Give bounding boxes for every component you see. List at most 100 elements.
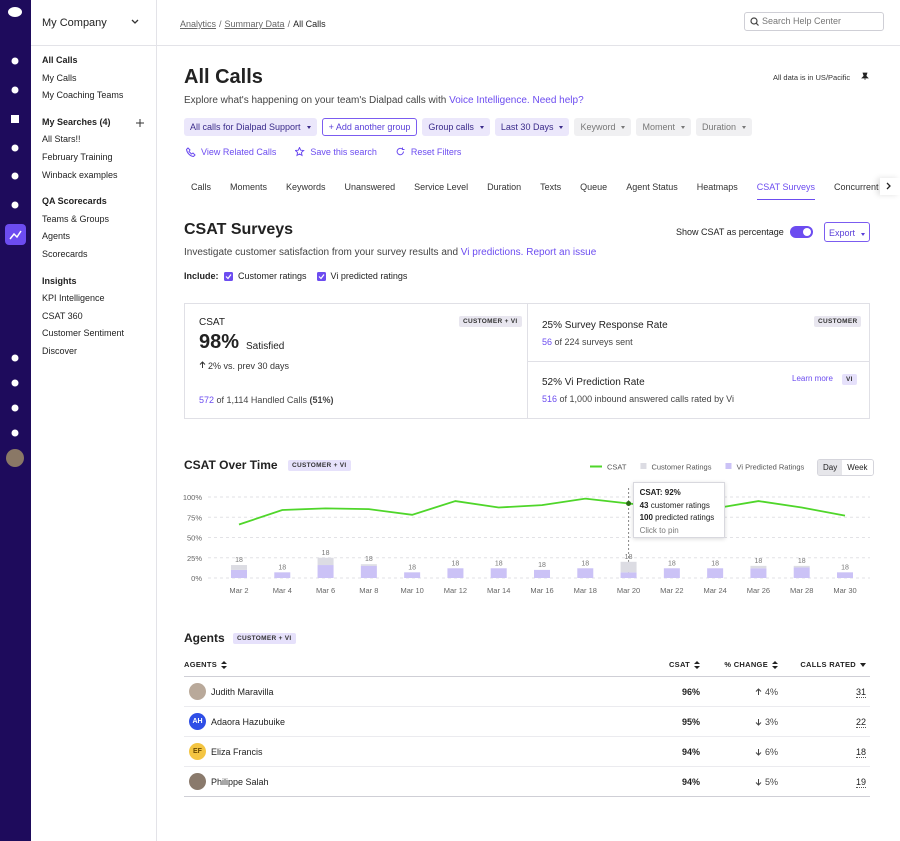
badge: CUSTOMER bbox=[814, 316, 861, 327]
checkbox[interactable]: Vi predicted ratings bbox=[317, 271, 408, 281]
toggle-option[interactable]: Week bbox=[842, 460, 872, 475]
table-row[interactable]: EFEliza Francis94%6%18 bbox=[184, 737, 870, 767]
agent-name[interactable]: Philippe Salah bbox=[211, 777, 269, 787]
tab[interactable]: Calls bbox=[191, 182, 211, 199]
filter-chip[interactable]: + Add another group bbox=[322, 118, 418, 136]
agent-name[interactable]: Eliza Francis bbox=[211, 747, 263, 757]
filter-label: Moment bbox=[642, 122, 675, 132]
report-link[interactable]: Report an issue bbox=[526, 247, 596, 258]
user-avatar[interactable] bbox=[6, 449, 24, 467]
up-arrow bbox=[199, 361, 206, 369]
column-header[interactable]: % CHANGE bbox=[724, 660, 778, 669]
action[interactable]: Reset Filters bbox=[396, 147, 462, 157]
agent-calls[interactable]: 18 bbox=[856, 747, 866, 758]
breadcrumb-item[interactable]: Summary Data bbox=[225, 19, 285, 29]
sort-icon[interactable] bbox=[860, 661, 866, 669]
icon[interactable] bbox=[12, 405, 19, 412]
bar-segment bbox=[664, 568, 680, 578]
agent-name[interactable]: Judith Maravilla bbox=[211, 687, 274, 697]
filter-chip[interactable]: Duration bbox=[696, 118, 752, 136]
icon[interactable] bbox=[12, 58, 19, 65]
y-tick-label: 100% bbox=[183, 493, 203, 502]
tooltip[interactable]: CSAT: 92% 43 customer ratings100 predict… bbox=[633, 482, 725, 538]
agent-calls[interactable]: 22 bbox=[856, 717, 866, 728]
company-chevron[interactable] bbox=[131, 19, 139, 25]
breadcrumb-item[interactable]: Analytics bbox=[180, 19, 216, 29]
vi-link[interactable]: Voice Intelligence. bbox=[449, 95, 530, 106]
nav-group-title[interactable]: My Searches (4) bbox=[42, 114, 152, 132]
tab[interactable]: Heatmaps bbox=[697, 182, 738, 199]
nav-item[interactable]: Agents bbox=[42, 228, 152, 246]
bar-segment bbox=[794, 567, 810, 578]
response-footer: 56 of 224 surveys sent bbox=[542, 337, 633, 347]
nav-group-title[interactable]: QA Scorecards bbox=[42, 193, 152, 211]
sort-icon[interactable] bbox=[772, 661, 778, 669]
export-button[interactable]: Export bbox=[824, 222, 870, 242]
tab[interactable]: Keywords bbox=[286, 182, 326, 199]
filter-chip[interactable]: Keyword bbox=[574, 118, 631, 136]
tab[interactable]: CSAT Surveys bbox=[757, 182, 815, 200]
help-link[interactable]: Need help? bbox=[532, 95, 583, 106]
icon[interactable] bbox=[12, 173, 19, 180]
column-header[interactable]: CALLS RATED bbox=[800, 660, 866, 669]
icon[interactable] bbox=[12, 202, 19, 209]
filter-chip[interactable]: All calls for Dialpad Support bbox=[184, 118, 317, 136]
nav-item[interactable]: Discover bbox=[42, 343, 152, 361]
nav-item[interactable]: Teams & Groups bbox=[42, 211, 152, 229]
nav-item[interactable]: All Stars!! bbox=[42, 131, 152, 149]
tab[interactable]: Service Level bbox=[414, 182, 468, 199]
count-link[interactable]: 56 bbox=[542, 337, 552, 347]
icon[interactable] bbox=[12, 380, 19, 387]
table-row[interactable]: Philippe Salah94%5%19 bbox=[184, 767, 870, 797]
agent-calls[interactable]: 31 bbox=[856, 687, 866, 698]
filter-chip[interactable]: Last 30 Days bbox=[495, 118, 570, 136]
tab[interactable]: Texts bbox=[540, 182, 561, 199]
action[interactable]: View Related Calls bbox=[186, 147, 276, 157]
count-text: of 1,114 Handled Calls bbox=[217, 395, 307, 405]
icon[interactable] bbox=[11, 115, 19, 123]
nav-item[interactable]: KPI Intelligence bbox=[42, 290, 152, 308]
tab[interactable]: Unanswered bbox=[345, 182, 396, 199]
checkbox[interactable]: Customer ratings bbox=[224, 271, 307, 281]
agent-calls[interactable]: 19 bbox=[856, 777, 866, 788]
count-link[interactable]: 572 bbox=[199, 395, 214, 405]
nav-group-title[interactable]: Insights bbox=[42, 273, 152, 291]
company-name[interactable]: My Company bbox=[42, 17, 107, 29]
nav-item[interactable]: February Training bbox=[42, 149, 152, 167]
icon[interactable] bbox=[12, 145, 19, 152]
toggle-option[interactable]: Day bbox=[818, 460, 842, 475]
logo[interactable] bbox=[8, 7, 22, 17]
pin-icon[interactable] bbox=[861, 72, 869, 80]
count-link[interactable]: 516 bbox=[542, 394, 557, 404]
nav-item[interactable]: CSAT 360 bbox=[42, 308, 152, 326]
filter-chip[interactable]: Group calls bbox=[422, 118, 490, 136]
filter-chip[interactable]: Moment bbox=[636, 118, 691, 136]
column-header[interactable]: CSAT bbox=[669, 660, 700, 669]
action-icon bbox=[295, 147, 305, 157]
icon[interactable] bbox=[12, 430, 19, 437]
sort-icon[interactable] bbox=[221, 661, 227, 669]
add-icon[interactable] bbox=[136, 119, 144, 127]
vi-link[interactable]: Vi predictions. bbox=[461, 247, 524, 258]
tab[interactable]: Duration bbox=[487, 182, 521, 199]
nav-item[interactable]: Scorecards bbox=[42, 246, 152, 264]
nav-item[interactable]: Winback examples bbox=[42, 167, 152, 185]
nav-item[interactable]: My Calls bbox=[42, 70, 152, 88]
table-row[interactable]: Judith Maravilla96%4%31 bbox=[184, 677, 870, 707]
nav-item[interactable]: All Calls bbox=[42, 52, 152, 70]
column-header[interactable]: AGENTS bbox=[184, 660, 227, 669]
nav-item[interactable]: Customer Sentiment bbox=[42, 325, 152, 343]
icon[interactable] bbox=[12, 355, 19, 362]
nav-item[interactable]: My Coaching Teams bbox=[42, 87, 152, 105]
learn-more[interactable]: Learn more bbox=[792, 374, 833, 383]
table-row[interactable]: AHAdaora Hazubuike95%3%22 bbox=[184, 707, 870, 737]
icon[interactable] bbox=[12, 87, 19, 94]
tab[interactable]: Concurrent Calls bbox=[834, 182, 881, 199]
action[interactable]: Save this search bbox=[295, 147, 377, 157]
sort-icon[interactable] bbox=[694, 661, 700, 669]
tab[interactable]: Agent Status bbox=[626, 182, 678, 199]
agent-name[interactable]: Adaora Hazubuike bbox=[211, 717, 285, 727]
tab[interactable]: Queue bbox=[580, 182, 607, 199]
tab[interactable]: Moments bbox=[230, 182, 267, 199]
